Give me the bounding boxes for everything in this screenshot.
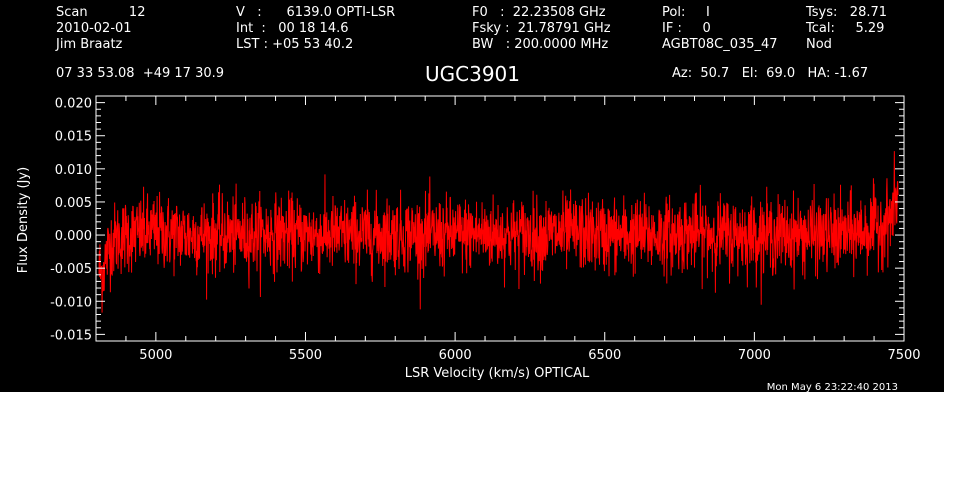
x-tick-label: 6500	[588, 348, 621, 363]
y-tick-label: 0.020	[55, 97, 92, 112]
header-project: AGBT08C_035_47	[662, 37, 778, 52]
x-tick-label: 5000	[139, 348, 172, 363]
x-tick-label: 6000	[439, 348, 472, 363]
header-fsky: Fsky : 21.78791 GHz	[472, 21, 611, 36]
header-mode: Nod	[806, 37, 832, 52]
y-tick-label: 0.000	[55, 229, 92, 244]
chart-title: UGC3901	[425, 62, 520, 86]
header-pol: Pol: I	[662, 5, 710, 20]
plot-frame	[95, 95, 905, 342]
y-tick-label: -0.005	[50, 262, 92, 277]
spectrum-chart: 5000 5500 6000 6500 7000 7500 -0.015 -0.010 -0.0…	[16, 95, 921, 392]
header-integration: Int : 00 18 14.6	[236, 21, 349, 36]
y-tick-label: 0.015	[55, 130, 92, 145]
x-tick-label: 7500	[887, 348, 920, 363]
header-velocity: V : 6139.0 OPTI-LSR	[236, 5, 396, 20]
header-if: IF : 0	[662, 21, 711, 36]
y-tick-label: 0.010	[55, 163, 92, 178]
header-f0: F0 : 22.23508 GHz	[472, 5, 606, 20]
header-bw: BW : 200.0000 MHz	[472, 37, 609, 52]
plot-window	[0, 0, 944, 392]
header-tcal: Tcal: 5.29	[806, 21, 885, 36]
header-scan: Scan 12	[56, 5, 146, 20]
x-tick-label: 5500	[289, 348, 322, 363]
header-coords: 07 33 53.08 +49 17 30.9	[56, 66, 225, 81]
x-tick-label: 7000	[738, 348, 771, 363]
header-pointing: Az: 50.7 El: 69.0 HA: -1.67	[672, 66, 869, 81]
header-tsys: Tsys: 28.71	[806, 5, 888, 20]
y-tick-label: 0.005	[55, 196, 92, 211]
header-date: 2010-02-01	[56, 21, 132, 36]
header-observer: Jim Braatz	[56, 37, 123, 52]
spectrum-trace	[98, 151, 899, 313]
header-lst: LST : +05 53 40.2	[236, 37, 354, 52]
y-tick-label: -0.010	[50, 295, 92, 310]
timestamp: Mon May 6 23:22:40 2013	[767, 382, 898, 392]
y-tick-label: -0.015	[50, 328, 92, 343]
y-axis-label: Flux Density (Jy)	[16, 167, 31, 273]
x-axis-label: LSR Velocity (km/s) OPTICAL	[405, 366, 590, 381]
